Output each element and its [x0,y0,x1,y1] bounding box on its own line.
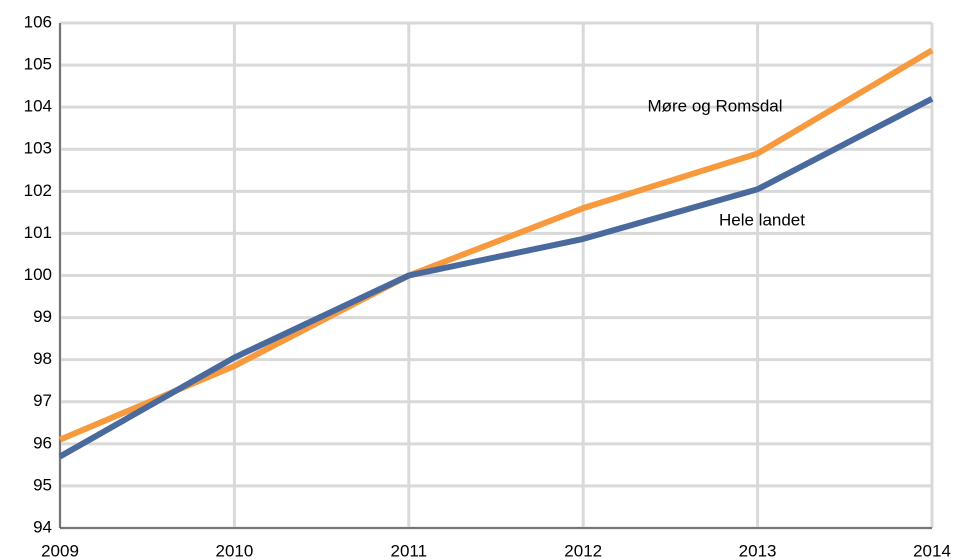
x-tick-label: 2013 [739,541,777,560]
series-line [58,47,934,443]
y-tick-label: 106 [24,12,52,31]
y-tick-label: 96 [33,433,52,452]
y-tick-label: 101 [24,223,52,242]
x-tick-label: 2012 [564,541,602,560]
x-tick-label: 2009 [41,541,79,560]
y-tick-label: 103 [24,139,52,158]
y-tick-label: 97 [33,391,52,410]
series-line [58,96,934,460]
series-label: Møre og Romsdal [647,96,782,115]
y-tick-label: 98 [33,349,52,368]
y-tick-label: 95 [33,475,52,494]
y-tick-label: 94 [33,517,52,536]
x-tick-label: 2014 [913,541,951,560]
y-tick-label: 102 [24,181,52,200]
x-tick-label: 2011 [391,541,428,560]
series-label: Hele landet [719,210,805,229]
y-tick-label: 105 [24,55,52,74]
y-tick-label: 100 [24,265,52,284]
y-tick-label: 99 [33,307,52,326]
y-tick-label: 104 [24,97,52,116]
x-tick-label: 2010 [215,541,253,560]
